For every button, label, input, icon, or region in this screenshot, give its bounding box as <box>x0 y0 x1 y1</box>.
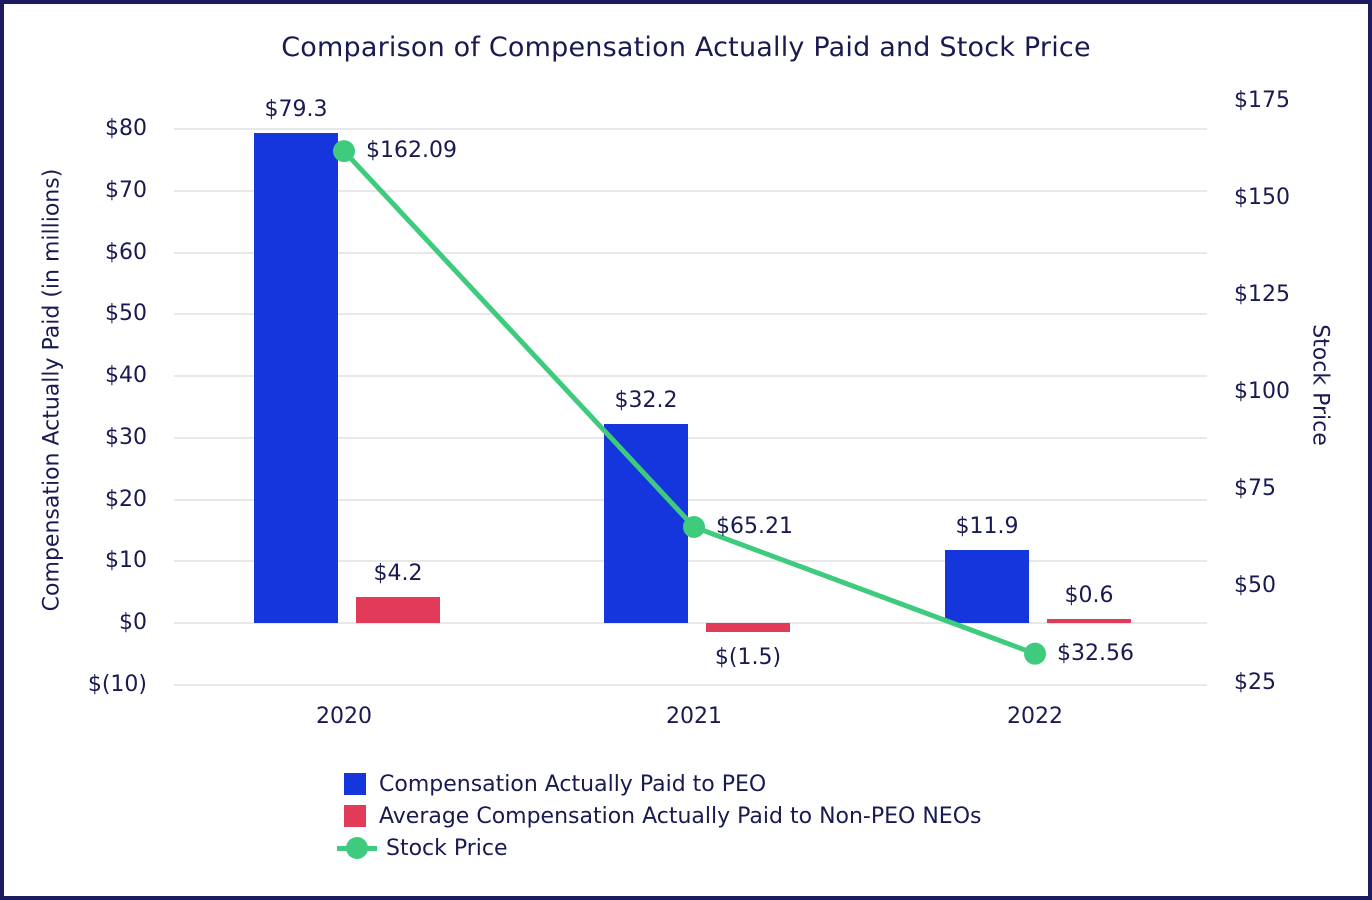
x-axis-label-2022: 2022 <box>1007 704 1063 729</box>
right-axis-tick: $50 <box>1234 573 1276 598</box>
left-axis-tick: $30 <box>105 424 147 450</box>
stock-price-point-2021 <box>683 515 705 538</box>
gridline <box>174 436 1207 439</box>
left-axis-tick: $40 <box>105 363 147 388</box>
left-axis-tick: $80 <box>105 116 147 141</box>
gridline <box>174 683 1207 686</box>
bar-label-peo-2020: $79.3 <box>264 97 328 123</box>
legend-line-marker-icon <box>337 836 377 860</box>
gridline <box>174 375 1207 377</box>
right-axis-tick: $125 <box>1234 282 1290 307</box>
right-axis-tick: $175 <box>1234 88 1290 113</box>
bar-peo-2022 <box>945 549 1029 623</box>
bar-label-peo-2022: $11.9 <box>955 513 1019 539</box>
x-axis-label-2021: 2021 <box>666 704 722 729</box>
legend-item-stock-price: Stock Price <box>337 832 981 864</box>
legend-label: Stock Price <box>386 835 508 861</box>
stock-price-point-2020 <box>333 140 355 163</box>
gridline <box>174 313 1207 316</box>
legend-swatch-icon <box>344 805 366 827</box>
legend-label: Average Compensation Actually Paid to No… <box>379 803 982 829</box>
legend: Compensation Actually Paid to PEO Average… <box>337 768 981 864</box>
gridline <box>174 622 1207 624</box>
chart-title: Comparison of Compensation Actually Paid… <box>281 32 1091 63</box>
stock-price-label-2020: $162.09 <box>366 138 457 164</box>
left-axis-tick: $10 <box>105 548 147 574</box>
right-axis-tick: $100 <box>1234 379 1290 404</box>
gridline <box>174 189 1207 192</box>
legend-label: Compensation Actually Paid to PEO <box>379 771 767 797</box>
legend-item-non-peo: Average Compensation Actually Paid to No… <box>344 800 981 832</box>
left-axis-tick: $0 <box>119 610 147 635</box>
gridline <box>174 251 1207 254</box>
stock-price-label-2022: $32.56 <box>1057 640 1134 666</box>
bar-label-non-peo-2020: $4.2 <box>373 561 423 587</box>
left-axis-tick: $(10) <box>87 671 147 697</box>
stock-price-point-2022 <box>1024 642 1046 665</box>
bar-non-peo-2022 <box>1047 619 1131 624</box>
bar-label-non-peo-2021: $(1.5) <box>714 645 782 671</box>
gridline <box>174 128 1207 130</box>
bar-non-peo-2021 <box>706 623 790 633</box>
left-axis-tick: $60 <box>105 239 147 265</box>
left-axis-tick: $50 <box>105 301 147 327</box>
gridline <box>174 560 1207 563</box>
bar-non-peo-2020 <box>356 597 440 623</box>
bar-label-non-peo-2022: $0.6 <box>1064 583 1114 609</box>
x-axis-label-2020: 2020 <box>316 704 372 729</box>
stock-price-line <box>333 140 1046 665</box>
bar-peo-2021 <box>604 424 688 623</box>
right-axis-tick: $75 <box>1234 476 1276 501</box>
right-axis-tick: $25 <box>1234 670 1276 695</box>
legend-swatch-icon <box>344 773 366 795</box>
left-axis-tick: $20 <box>105 486 147 512</box>
right-axis-tick: $150 <box>1234 185 1290 210</box>
stock-price-label-2021: $65.21 <box>716 513 793 539</box>
gridline <box>174 498 1207 501</box>
left-axis-tick: $70 <box>105 177 147 203</box>
bar-peo-2020 <box>254 133 338 623</box>
line-dot-icon <box>346 837 368 859</box>
bar-label-peo-2021: $32.2 <box>614 388 678 414</box>
legend-item-peo: Compensation Actually Paid to PEO <box>344 768 981 800</box>
